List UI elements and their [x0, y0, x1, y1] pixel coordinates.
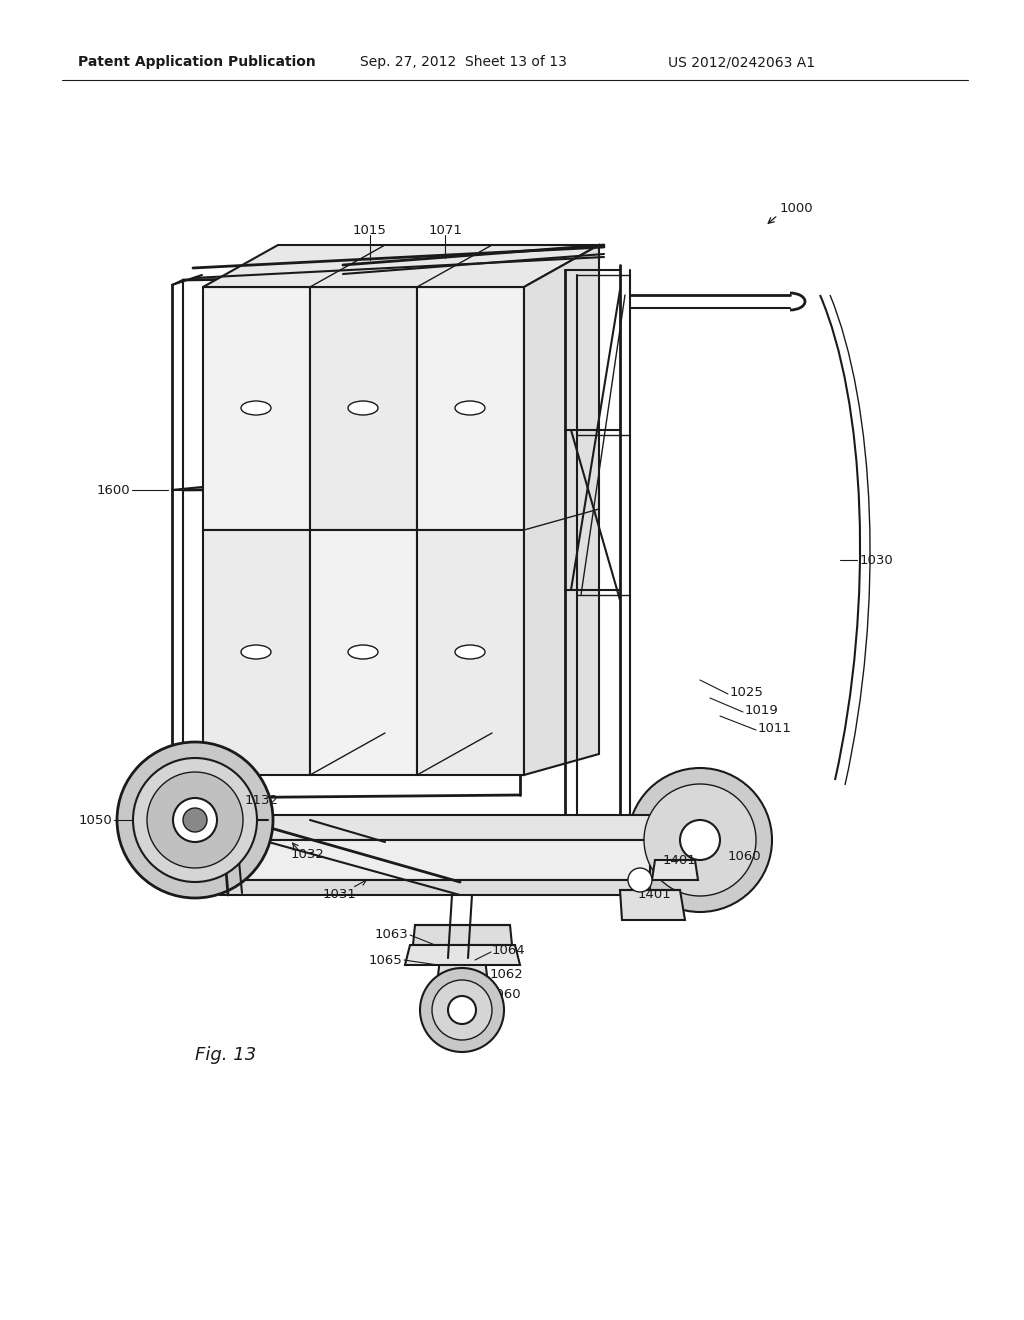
Text: 1401: 1401: [663, 854, 696, 866]
Ellipse shape: [455, 645, 485, 659]
Polygon shape: [437, 958, 488, 985]
Circle shape: [449, 997, 476, 1024]
Polygon shape: [220, 814, 690, 840]
Ellipse shape: [455, 401, 485, 414]
Text: 1064: 1064: [492, 944, 525, 957]
Text: 1030: 1030: [860, 553, 894, 566]
Polygon shape: [406, 945, 520, 965]
Polygon shape: [413, 925, 512, 945]
Text: 1011: 1011: [758, 722, 792, 734]
Text: 1600: 1600: [96, 483, 130, 496]
Text: 1065: 1065: [369, 953, 402, 966]
Circle shape: [117, 742, 273, 898]
Circle shape: [183, 808, 207, 832]
Polygon shape: [310, 531, 417, 775]
Text: 1060: 1060: [728, 850, 762, 863]
Text: 1401: 1401: [638, 887, 672, 900]
Polygon shape: [220, 840, 650, 880]
Text: 1062: 1062: [490, 969, 523, 982]
Circle shape: [432, 979, 492, 1040]
Circle shape: [644, 784, 756, 896]
Circle shape: [628, 768, 772, 912]
Text: 1071: 1071: [428, 223, 462, 236]
Circle shape: [628, 869, 652, 892]
Ellipse shape: [348, 401, 378, 414]
Polygon shape: [220, 880, 650, 895]
Text: 1061: 1061: [449, 1014, 482, 1027]
Circle shape: [680, 820, 720, 861]
Text: 1050: 1050: [78, 813, 112, 826]
Text: 1063: 1063: [374, 928, 408, 941]
Text: 1015: 1015: [353, 223, 387, 236]
Text: 1032: 1032: [291, 849, 325, 862]
Text: US 2012/0242063 A1: US 2012/0242063 A1: [668, 55, 815, 69]
Text: 1025: 1025: [730, 685, 764, 698]
Polygon shape: [417, 531, 524, 775]
Ellipse shape: [241, 401, 271, 414]
Polygon shape: [203, 286, 310, 531]
Text: 1060: 1060: [488, 989, 521, 1002]
Polygon shape: [417, 286, 524, 531]
Ellipse shape: [241, 645, 271, 659]
Text: 1019: 1019: [745, 704, 778, 717]
Text: Sep. 27, 2012  Sheet 13 of 13: Sep. 27, 2012 Sheet 13 of 13: [360, 55, 567, 69]
Circle shape: [173, 799, 217, 842]
Polygon shape: [310, 286, 417, 531]
Ellipse shape: [348, 645, 378, 659]
Text: Fig. 13: Fig. 13: [195, 1045, 256, 1064]
Text: 1132: 1132: [245, 793, 279, 807]
Circle shape: [133, 758, 257, 882]
Polygon shape: [620, 890, 685, 920]
Text: 1031: 1031: [323, 888, 357, 902]
Circle shape: [147, 772, 243, 869]
Text: Patent Application Publication: Patent Application Publication: [78, 55, 315, 69]
Polygon shape: [652, 861, 698, 880]
Polygon shape: [203, 246, 599, 286]
Polygon shape: [524, 246, 599, 775]
Circle shape: [420, 968, 504, 1052]
Polygon shape: [203, 531, 310, 775]
Text: 1000: 1000: [780, 202, 814, 214]
